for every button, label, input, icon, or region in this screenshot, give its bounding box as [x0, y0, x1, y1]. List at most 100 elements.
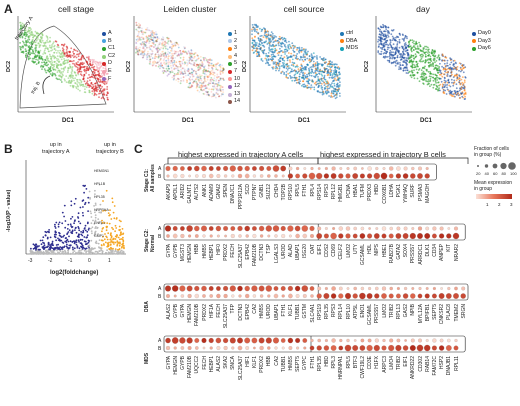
scatter-point	[80, 58, 83, 61]
dotplot-dot	[310, 234, 315, 239]
dotplot-gene-label: SEPT5	[295, 356, 302, 372]
dotplot-dot	[373, 344, 380, 352]
scatter-point	[20, 32, 23, 34]
dotplot-dot	[403, 226, 408, 231]
scatter-point	[94, 82, 97, 85]
scatter-point	[100, 97, 103, 100]
scatter-point	[24, 37, 27, 40]
dotplot-dot	[202, 294, 206, 298]
scatter-point	[93, 59, 95, 61]
dotplot-gene-label: PPP1R12A	[237, 184, 244, 210]
dotplot-row-label: A	[158, 338, 162, 344]
dotplot-dot	[188, 234, 192, 238]
scatter-point	[58, 51, 61, 54]
dotplot-gene-label: RPL13	[395, 304, 402, 320]
scatter-point	[81, 61, 84, 64]
dotplot-dot	[266, 166, 272, 171]
dotplot-gene-label: PTPN7	[251, 184, 258, 201]
dotplot-dot	[395, 293, 401, 299]
dotplot-dot	[367, 173, 373, 179]
dotplot-dot	[410, 338, 415, 343]
dotplot-dot	[424, 173, 430, 179]
dotplot-dot	[179, 285, 186, 292]
scatter-point	[85, 72, 87, 74]
scatter-point	[31, 57, 34, 60]
scatter-point	[47, 41, 49, 44]
scatter-point	[53, 44, 56, 47]
dotplot-gene-label: RPL14	[338, 304, 345, 320]
dotplot-dot	[187, 346, 192, 350]
dotplot-dot	[272, 337, 280, 344]
dotplot-gene-label: HIF1A	[208, 304, 215, 319]
scatter-point	[68, 63, 71, 66]
dotplot-dot	[194, 338, 200, 343]
dotplot-dot	[245, 234, 249, 238]
dotplot-dot	[216, 293, 221, 299]
dotplot-dot	[179, 337, 186, 344]
dotplot-gene-label: SURF	[410, 184, 417, 198]
scatter-point	[102, 67, 105, 69]
dotplot-dot	[402, 345, 409, 351]
dotplot-dot	[208, 286, 214, 291]
dotplot-dot	[301, 285, 309, 292]
scatter-point	[88, 74, 90, 76]
dotplot-gene-label: FTH1	[302, 184, 309, 197]
dotplot-dot	[208, 337, 214, 344]
scatter-point	[56, 59, 59, 62]
dotplot-dot	[460, 293, 466, 299]
scatter-point	[78, 53, 81, 55]
scatter-point	[77, 53, 80, 56]
dotplot-dot	[316, 345, 322, 351]
dotplot-dot	[417, 293, 423, 299]
dotplot-gene-label: LMO2	[345, 244, 352, 258]
dotplot-row-label: B	[158, 294, 162, 300]
dotplot-dot	[345, 233, 351, 239]
dotplot-dot	[366, 344, 373, 352]
dotplot-dot	[389, 226, 393, 231]
dotplot-dot	[295, 173, 300, 179]
scatter-point	[67, 69, 69, 72]
dotplot-dot	[374, 338, 379, 343]
dotplot-dot	[187, 293, 192, 299]
dotplot-dot	[237, 173, 243, 179]
dotplot-dot	[317, 338, 321, 343]
scatter-point	[84, 85, 86, 88]
dotplot-dot	[440, 287, 443, 290]
dotplot-dot	[287, 337, 294, 344]
dotplot-dot	[302, 233, 308, 239]
dotplot-dot	[302, 294, 307, 298]
scatter-point	[32, 36, 34, 39]
dotplot-dot	[303, 167, 307, 170]
dotplot-gene-label: HEBP1	[208, 356, 215, 373]
scatter-point	[74, 72, 77, 74]
dotplot-gene-label: GSTM	[302, 304, 309, 319]
dotplot-dot	[425, 287, 429, 290]
dotplot-gene-label: ARID2	[179, 184, 186, 199]
dotplot-dot	[431, 345, 437, 351]
dotplot-dot	[295, 294, 300, 298]
dotplot-gene-label: FECH	[215, 304, 222, 318]
dotplot-gene-label: SOX4	[403, 244, 410, 258]
dotplot-gene-label: RPS14	[316, 184, 323, 200]
dotplot-dot	[454, 286, 458, 291]
dotplot-gene-label: SLC25A37	[237, 356, 244, 381]
dotplot-dot	[252, 174, 257, 178]
dotplot-dot	[172, 173, 178, 179]
dotplot-dot	[202, 234, 206, 238]
dotplot-gene-label: HEBP1	[208, 244, 215, 261]
dotplot-dot	[209, 294, 214, 298]
scatter-point	[76, 50, 79, 53]
dotplot-dot	[417, 226, 423, 231]
dotplot-dot	[287, 285, 294, 292]
dotplot-gene-label: TMEM2	[453, 304, 460, 322]
dotplot-gene-label: RPL11	[453, 356, 460, 371]
dotplot-dot	[409, 344, 416, 352]
scatter-point	[60, 81, 63, 83]
dotplot-dot	[388, 233, 394, 239]
dotplot-dot	[281, 294, 285, 298]
dotplot-gene-label: HEMGN	[187, 244, 194, 263]
dotplot-gene-label: FAM210B	[251, 244, 258, 266]
title-day: day	[416, 4, 430, 14]
dotplot-dot	[173, 294, 177, 298]
scatter-point	[83, 62, 85, 65]
